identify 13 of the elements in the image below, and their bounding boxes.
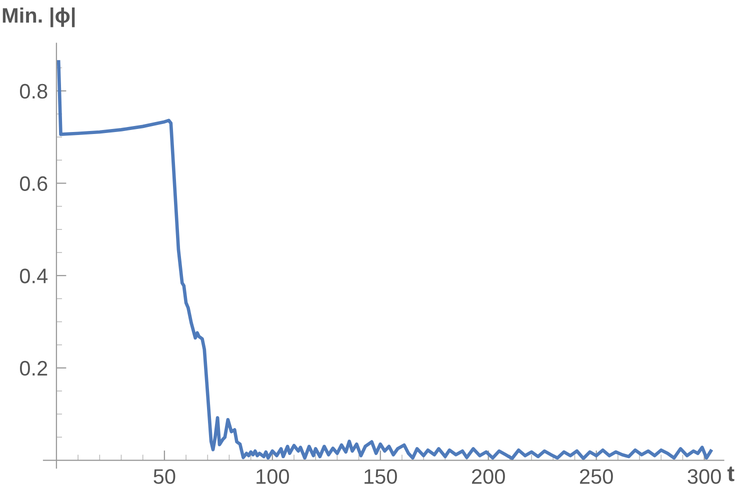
x-tick-label: 100 [256, 469, 289, 484]
y-tick-label: 0.2 [20, 360, 48, 376]
line-series [56, 60, 712, 460]
y-tick-label: 0.4 [20, 268, 48, 284]
x-tick-label: 50 [154, 469, 176, 484]
x-tick-label: 200 [472, 469, 505, 484]
y-tick-label: 0.8 [20, 84, 48, 99]
x-axis-title: t [727, 466, 734, 482]
x-tick-label: 250 [580, 469, 613, 484]
y-tick-label: 0.6 [20, 176, 48, 191]
y-axis-title: Min. |ϕ| [2, 7, 75, 28]
x-tick-label: 150 [364, 469, 397, 484]
x-tick-label: 300 [688, 469, 721, 484]
